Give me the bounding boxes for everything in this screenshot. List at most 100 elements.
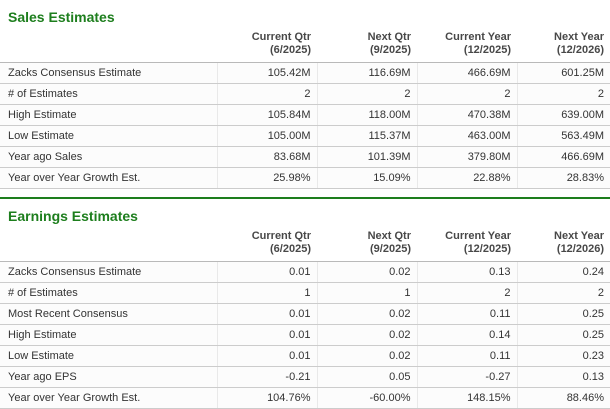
cell-value: 0.13 xyxy=(416,261,517,283)
row-label: Year ago Sales xyxy=(0,146,217,168)
row-label: Year over Year Growth Est. xyxy=(0,167,217,189)
column-period-label: Next Year xyxy=(554,31,604,43)
cell-value: 470.38M xyxy=(416,104,517,126)
column-period-label: Current Year xyxy=(445,31,511,43)
cell-value: 466.69M xyxy=(416,62,517,84)
cell-value: 101.39M xyxy=(316,146,417,168)
earnings-estimates-title: Earnings Estimates xyxy=(8,208,138,224)
column-date-label: (6/2025) xyxy=(270,243,311,255)
sales-header-row: Current Qtr (6/2025) Next Qtr (9/2025) C… xyxy=(0,29,610,63)
cell-value: 105.00M xyxy=(216,125,317,147)
column-period-label: Next Qtr xyxy=(367,31,411,43)
column-date-label: (9/2025) xyxy=(370,243,411,255)
cell-value: -0.21 xyxy=(216,366,317,388)
cell-value: 639.00M xyxy=(516,104,610,126)
row-label: Low Estimate xyxy=(0,125,217,147)
cell-value: 0.05 xyxy=(316,366,417,388)
earnings-header-current-year: Current Year (12/2025) xyxy=(417,228,517,262)
sales-estimates-title: Sales Estimates xyxy=(8,9,115,25)
table-row: Year ago Sales 83.68M 101.39M 379.80M 466.69… xyxy=(0,146,610,168)
column-date-label: (6/2025) xyxy=(270,44,311,56)
cell-value: 88.46% xyxy=(516,387,610,409)
column-date-label: (12/2025) xyxy=(463,243,511,255)
cell-value: 28.83% xyxy=(516,167,610,189)
row-label: Zacks Consensus Estimate xyxy=(0,62,217,84)
column-date-label: (12/2026) xyxy=(556,243,604,255)
sales-header-next-qtr: Next Qtr (9/2025) xyxy=(317,29,417,63)
cell-value: 0.02 xyxy=(316,303,417,325)
earnings-estimates-table: Current Qtr (6/2025) Next Qtr (9/2025) C… xyxy=(0,228,610,409)
cell-value: 15.09% xyxy=(316,167,417,189)
table-row: Low Estimate 0.01 0.02 0.11 0.23 xyxy=(0,345,610,367)
table-row: Zacks Consensus Estimate 0.01 0.02 0.13 0.24 xyxy=(0,261,610,283)
cell-value: 0.11 xyxy=(416,345,517,367)
cell-value: 104.76% xyxy=(216,387,317,409)
sales-estimates-table: Current Qtr (6/2025) Next Qtr (9/2025) C… xyxy=(0,29,610,189)
cell-value: 2 xyxy=(416,282,517,304)
section-divider xyxy=(0,197,610,199)
column-period-label: Current Qtr xyxy=(251,31,311,43)
row-label: # of Estimates xyxy=(0,282,217,304)
earnings-header-next-qtr: Next Qtr (9/2025) xyxy=(317,228,417,262)
row-label: Year over Year Growth Est. xyxy=(0,387,217,409)
sales-header-current-year: Current Year (12/2025) xyxy=(417,29,517,63)
cell-value: 0.02 xyxy=(316,261,417,283)
column-period-label: Current Year xyxy=(445,230,511,242)
cell-value: 601.25M xyxy=(516,62,610,84)
row-label: High Estimate xyxy=(0,104,217,126)
sales-estimates-section: Sales Estimates Current Qtr (6/2025) Nex… xyxy=(0,0,610,189)
cell-value: 0.01 xyxy=(216,324,317,346)
cell-value: 2 xyxy=(416,83,517,105)
cell-value: 0.01 xyxy=(216,303,317,325)
cell-value: 463.00M xyxy=(416,125,517,147)
cell-value: -60.00% xyxy=(316,387,417,409)
cell-value: 0.25 xyxy=(516,324,610,346)
table-row: Low Estimate 105.00M 115.37M 463.00M 563.49M xyxy=(0,125,610,147)
table-row: # of Estimates 2 2 2 2 xyxy=(0,83,610,105)
cell-value: 105.84M xyxy=(216,104,317,126)
cell-value: 0.01 xyxy=(216,261,317,283)
cell-value: 379.80M xyxy=(416,146,517,168)
column-period-label: Current Qtr xyxy=(251,230,311,242)
row-label: Zacks Consensus Estimate xyxy=(0,261,217,283)
cell-value: 118.00M xyxy=(316,104,417,126)
table-row: High Estimate 0.01 0.02 0.14 0.25 xyxy=(0,324,610,346)
cell-value: 148.15% xyxy=(416,387,517,409)
cell-value: 466.69M xyxy=(516,146,610,168)
table-row: # of Estimates 1 1 2 2 xyxy=(0,282,610,304)
table-row: High Estimate 105.84M 118.00M 470.38M 639.00… xyxy=(0,104,610,126)
earnings-header-current-qtr: Current Qtr (6/2025) xyxy=(217,228,317,262)
cell-value: 25.98% xyxy=(216,167,317,189)
row-label: Low Estimate xyxy=(0,345,217,367)
sales-header-next-year: Next Year (12/2026) xyxy=(517,29,610,63)
row-label: Year ago EPS xyxy=(0,366,217,388)
cell-value: 0.01 xyxy=(216,345,317,367)
cell-value: 83.68M xyxy=(216,146,317,168)
table-row: Year over Year Growth Est. 104.76% -60.00%… xyxy=(0,387,610,409)
cell-value: -0.27 xyxy=(416,366,517,388)
cell-value: 0.24 xyxy=(516,261,610,283)
column-period-label: Next Qtr xyxy=(367,230,411,242)
earnings-header-blank xyxy=(0,228,217,262)
row-label: # of Estimates xyxy=(0,83,217,105)
earnings-estimates-section: Earnings Estimates Current Qtr (6/2025) … xyxy=(0,199,610,409)
row-label: High Estimate xyxy=(0,324,217,346)
cell-value: 0.14 xyxy=(416,324,517,346)
cell-value: 116.69M xyxy=(316,62,417,84)
cell-value: 1 xyxy=(216,282,317,304)
column-date-label: (12/2026) xyxy=(556,44,604,56)
cell-value: 0.13 xyxy=(516,366,610,388)
row-label: Most Recent Consensus xyxy=(0,303,217,325)
column-date-label: (12/2025) xyxy=(463,44,511,56)
cell-value: 2 xyxy=(516,83,610,105)
sales-header-blank xyxy=(0,29,217,63)
column-period-label: Next Year xyxy=(554,230,604,242)
table-row: Year over Year Growth Est. 25.98% 15.09% 22… xyxy=(0,167,610,189)
cell-value: 22.88% xyxy=(416,167,517,189)
earnings-header-row: Current Qtr (6/2025) Next Qtr (9/2025) C… xyxy=(0,228,610,262)
table-row: Most Recent Consensus 0.01 0.02 0.11 0.25 xyxy=(0,303,610,325)
column-date-label: (9/2025) xyxy=(370,44,411,56)
cell-value: 0.02 xyxy=(316,345,417,367)
cell-value: 0.23 xyxy=(516,345,610,367)
sales-header-current-qtr: Current Qtr (6/2025) xyxy=(217,29,317,63)
